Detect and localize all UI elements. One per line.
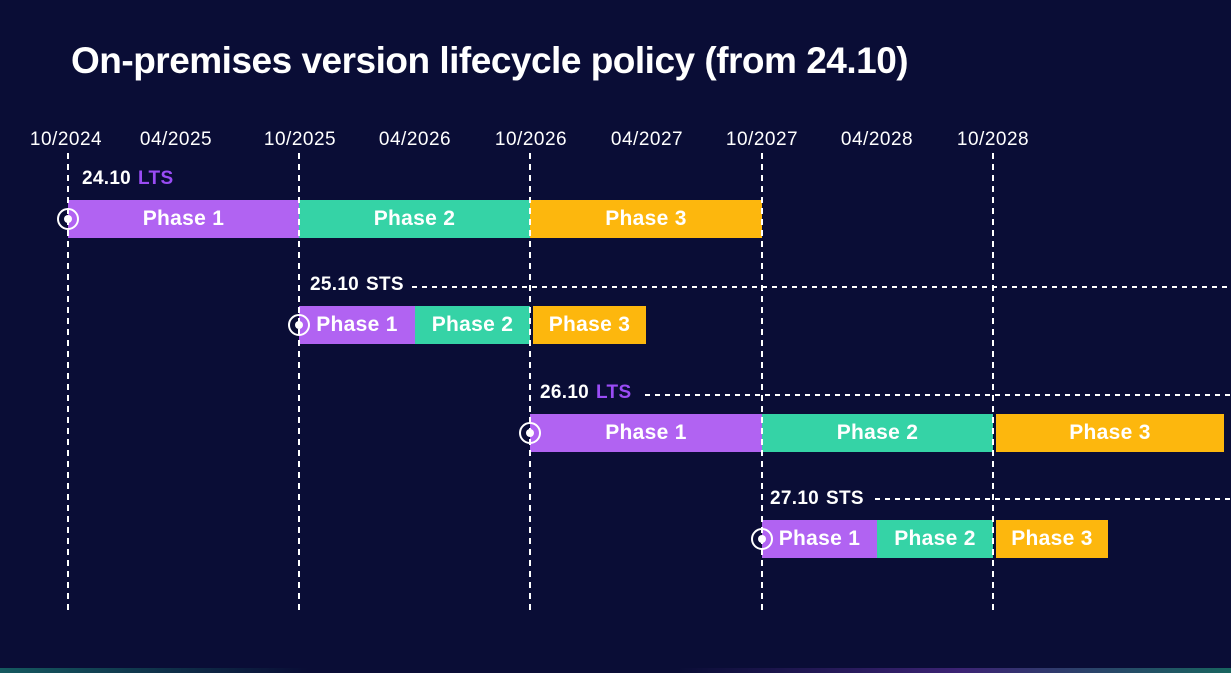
gridline-oct-2024 <box>67 153 69 615</box>
gridline-oct-2025 <box>298 153 300 615</box>
marker-dot <box>64 215 72 223</box>
gridline-oct-2026 <box>529 153 531 615</box>
version-number: 27.10 <box>770 488 820 509</box>
dashed-extension-line <box>412 286 1231 288</box>
tick-label: 10/2028 <box>956 129 1030 150</box>
phase-label: Phase 3 <box>605 207 687 230</box>
phase-label: Phase 1 <box>605 421 687 444</box>
bar-segment-phase3: Phase 3 <box>996 520 1108 558</box>
marker-dot <box>526 429 534 437</box>
bar-segment-phase3: Phase 3 <box>530 200 762 238</box>
tick-label: 04/2026 <box>378 129 452 150</box>
version-number: 26.10 <box>540 382 590 403</box>
marker-dot <box>758 535 766 543</box>
version-number: 25.10 <box>310 274 360 295</box>
version-label-26-10: 26.10 LTS <box>540 382 631 404</box>
bar-segment-phase2: Phase 2 <box>877 520 993 558</box>
tick-label: 04/2025 <box>139 129 213 150</box>
brand-gradient-strip <box>0 668 1231 673</box>
phase-label: Phase 1 <box>316 313 398 336</box>
channel-badge: LTS <box>138 168 174 189</box>
phase-label: Phase 2 <box>431 313 514 336</box>
phase-label: Phase 3 <box>548 313 631 336</box>
phase-label: Phase 3 <box>1069 421 1151 444</box>
phase-label: Phase 2 <box>836 421 919 444</box>
release-start-marker-icon <box>519 422 541 444</box>
bar-segment-phase2: Phase 2 <box>762 414 993 452</box>
tick-label: 10/2026 <box>494 129 568 150</box>
marker-dot <box>295 321 303 329</box>
bar-segment-phase1: Phase 1 <box>762 520 877 558</box>
dashed-extension-line <box>875 498 1231 500</box>
gridline-oct-2027 <box>761 153 763 615</box>
dashed-extension-line <box>645 394 1231 396</box>
bar-segment-phase2: Phase 2 <box>299 200 530 238</box>
release-start-marker-icon <box>57 208 79 230</box>
bar-segment-phase1: Phase 1 <box>530 414 762 452</box>
version-label-24-10: 24.10 LTS <box>82 168 173 190</box>
channel-badge: STS <box>366 274 404 295</box>
release-start-marker-icon <box>751 528 773 550</box>
channel-badge: STS <box>826 488 864 509</box>
version-label-25-10: 25.10 STS <box>310 274 404 296</box>
bar-segment-phase1: Phase 1 <box>68 200 299 238</box>
phase-label: Phase 1 <box>142 207 225 230</box>
channel-badge: LTS <box>596 382 632 403</box>
page-title: On-premises version lifecycle policy (fr… <box>71 40 909 81</box>
bar-segment-phase2: Phase 2 <box>415 306 530 344</box>
phase-label: Phase 2 <box>894 527 976 550</box>
tick-label: 10/2027 <box>725 129 799 150</box>
bar-segment-phase1: Phase 1 <box>299 306 415 344</box>
tick-label: 04/2028 <box>840 129 914 150</box>
version-number: 24.10 <box>82 168 132 189</box>
bar-segment-phase3: Phase 3 <box>996 414 1224 452</box>
tick-label: 10/2024 <box>29 129 103 150</box>
gridline-oct-2028 <box>992 153 994 615</box>
version-label-27-10: 27.10 STS <box>770 488 864 510</box>
bar-segment-phase3: Phase 3 <box>533 306 646 344</box>
phase-label: Phase 2 <box>373 207 456 230</box>
tick-label: 10/2025 <box>263 129 337 150</box>
phase-label: Phase 3 <box>1011 527 1093 550</box>
phase-label: Phase 1 <box>778 527 861 550</box>
tick-label: 04/2027 <box>610 129 684 150</box>
release-start-marker-icon <box>288 314 310 336</box>
